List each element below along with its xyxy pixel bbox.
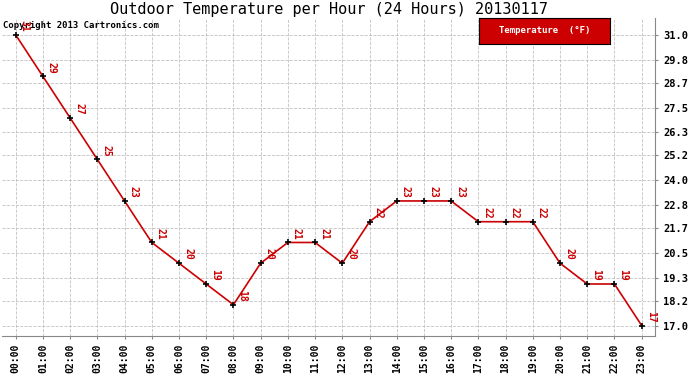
Title: Outdoor Temperature per Hour (24 Hours) 20130117: Outdoor Temperature per Hour (24 Hours) … — [110, 2, 548, 17]
Text: 25: 25 — [101, 145, 111, 156]
Text: 19: 19 — [210, 269, 220, 281]
Text: Copyright 2013 Cartronics.com: Copyright 2013 Cartronics.com — [3, 21, 159, 30]
Text: 23: 23 — [455, 186, 465, 198]
Text: 21: 21 — [292, 228, 302, 239]
Text: 17: 17 — [646, 310, 656, 322]
Text: 19: 19 — [618, 269, 629, 281]
Text: 22: 22 — [537, 207, 547, 219]
Text: 20: 20 — [183, 248, 193, 260]
Text: 19: 19 — [591, 269, 601, 281]
Text: 23: 23 — [128, 186, 139, 198]
Text: 20: 20 — [346, 248, 356, 260]
Text: 31: 31 — [20, 20, 30, 32]
Text: 21: 21 — [319, 228, 329, 239]
Text: 22: 22 — [510, 207, 520, 219]
Text: 20: 20 — [265, 248, 275, 260]
Text: 23: 23 — [401, 186, 411, 198]
Text: 18: 18 — [237, 290, 248, 302]
Text: 27: 27 — [75, 103, 84, 115]
Text: 29: 29 — [47, 62, 57, 73]
Text: 22: 22 — [373, 207, 384, 219]
Text: 20: 20 — [564, 248, 574, 260]
Text: 22: 22 — [482, 207, 493, 219]
Text: 21: 21 — [156, 228, 166, 239]
Text: 23: 23 — [428, 186, 438, 198]
